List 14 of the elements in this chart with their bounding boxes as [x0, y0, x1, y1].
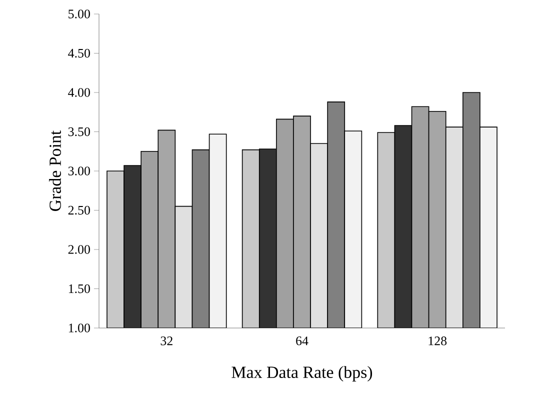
x-axis-title: Max Data Rate (bps) — [232, 366, 372, 382]
x-tick-label: 64 — [296, 336, 308, 346]
x-tick-label: 128 — [428, 336, 447, 346]
x-tick-label: 32 — [160, 336, 172, 346]
y-tick-label: 4.00 — [68, 88, 90, 97]
y-tick-label: 5.00 — [68, 10, 90, 18]
y-tick-label: 3.00 — [68, 166, 90, 176]
y-tick-label: 1.50 — [68, 284, 90, 294]
y-tick-label: 3.50 — [68, 127, 90, 136]
y-tick-label: 2.50 — [68, 206, 90, 215]
y-tick-label: 2.00 — [68, 245, 90, 254]
y-tick-label: 4.50 — [68, 48, 90, 58]
y-tick-label: 1.00 — [68, 324, 90, 332]
y-axis-title: Grade Point — [49, 130, 61, 211]
